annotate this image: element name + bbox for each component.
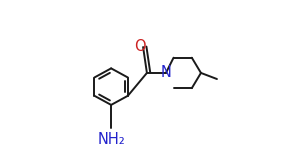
Text: N: N [161, 65, 171, 80]
Text: O: O [134, 39, 146, 54]
Text: NH₂: NH₂ [97, 132, 125, 147]
